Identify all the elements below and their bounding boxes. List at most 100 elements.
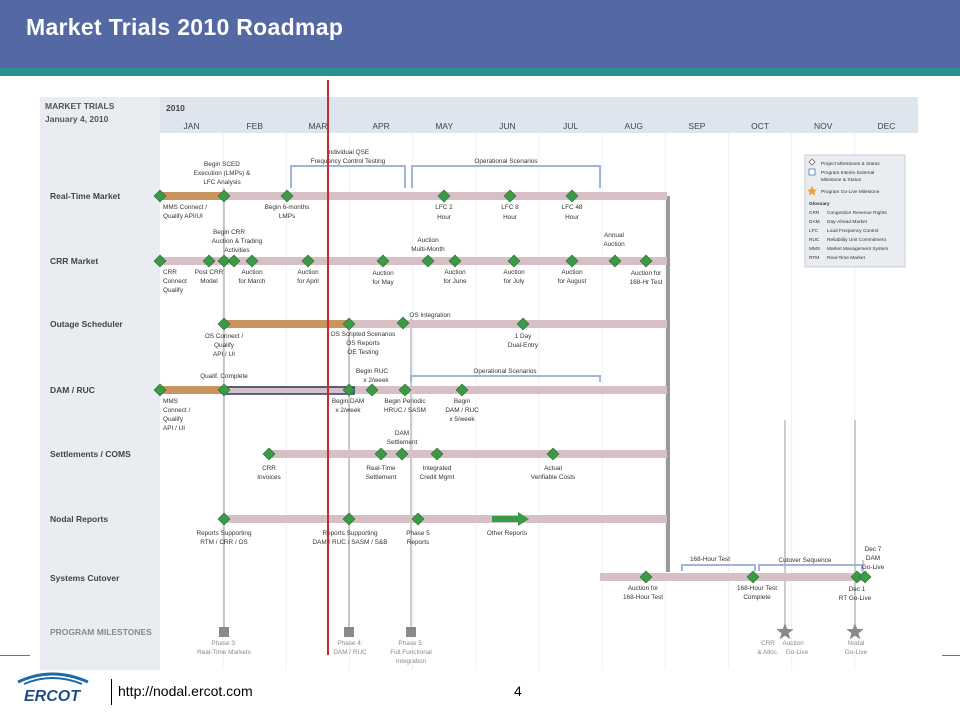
legend-text: Project Milestones & Status <box>821 161 880 167</box>
month-label-jul: JUL <box>563 121 578 131</box>
milestone-label: MMS Connect / <box>163 204 207 211</box>
milestone-diamond-icon <box>217 383 231 397</box>
timeline-bar <box>160 257 667 265</box>
milestone-label: Verifiable Costs <box>531 474 575 481</box>
milestone-label: Reports Supporting <box>322 530 378 537</box>
milestone-diamond-icon <box>342 383 356 397</box>
milestone-label: 168-Hour Test <box>690 556 730 563</box>
milestone-diamond-icon <box>503 189 517 203</box>
footer-rule-left <box>0 655 30 656</box>
milestone-label: Auction <box>561 269 583 276</box>
month-label-sep: SEP <box>688 121 705 131</box>
milestone-label: CRR <box>761 640 775 647</box>
milestone-label: Annual <box>604 232 624 239</box>
milestone-label: HRUC / SASM <box>384 407 426 414</box>
roadmap-panel <box>40 97 918 670</box>
glossary-abbr: DAM <box>809 219 820 225</box>
glossary-abbr: LFC <box>809 228 819 234</box>
milestone-diamond-icon <box>608 254 622 268</box>
milestone-diamond-icon <box>374 447 388 461</box>
month-label-feb: FEB <box>246 121 263 131</box>
milestone-label: Qualify <box>163 287 184 294</box>
milestone-label: RT Go-Live <box>839 595 872 602</box>
month-label-jun: JUN <box>499 121 516 131</box>
milestone-label: Hour <box>565 214 580 221</box>
month-label-apr: APR <box>372 121 389 131</box>
glossary-abbr: MMS <box>809 246 820 252</box>
milestone-label: DAM / RUC <box>445 407 479 414</box>
milestone-label: OE Testing <box>347 349 379 356</box>
milestone-label: for May <box>372 279 394 286</box>
row-label: Settlements / COMS <box>50 449 131 459</box>
milestone-label: Qualify <box>163 416 184 423</box>
glossary-term: Load Frequency Control <box>827 228 878 234</box>
month-label-oct: OCT <box>751 121 769 131</box>
milestone-label: Dec 7 <box>865 546 882 553</box>
glossary-abbr: CRR <box>809 210 820 216</box>
timeline-bar <box>224 515 667 523</box>
milestone-label: Individual QSE <box>327 149 369 156</box>
milestone-diamond-icon <box>395 447 409 461</box>
milestone-diamond-icon <box>516 317 530 331</box>
milestone-diamond-icon <box>507 254 521 268</box>
legend-text: Program Go-Live Milestone <box>821 189 880 195</box>
glossary-abbr: RUC <box>809 237 820 243</box>
milestone-label: Hour <box>503 214 518 221</box>
milestone-label: DAM / RUC <box>333 649 367 656</box>
timeline-bar <box>224 386 667 394</box>
milestone-diamond-icon <box>437 189 451 203</box>
roadmap-date: January 4, 2010 <box>45 114 109 124</box>
milestone-label: Connect <box>163 278 187 285</box>
milestone-label: LFC 8 <box>501 204 519 211</box>
footer-url-link[interactable]: http://nodal.ercot.com <box>118 683 253 699</box>
milestone-label: LMPs <box>279 213 295 220</box>
glossary-term: Congestion Revenue Rights <box>827 210 887 216</box>
row-label: PROGRAM MILESTONES <box>50 627 152 637</box>
month-label-dec: DEC <box>877 121 895 131</box>
glossary-term: Reliability Unit Commitment <box>827 237 887 243</box>
glossary-title: Glossary <box>809 201 830 207</box>
milestone-label: Qualify API/UI <box>163 213 203 220</box>
milestone-label: API / UI <box>163 425 185 432</box>
milestone-label: OS Connect / <box>205 333 244 340</box>
milestone-label: Other Reports <box>487 530 527 537</box>
milestone-label: x 2/week <box>335 407 361 414</box>
milestone-diamond-icon <box>639 570 653 584</box>
milestone-label: Go-Live <box>862 564 885 571</box>
milestone-label: DAM <box>395 430 409 437</box>
milestone-label: MMS <box>163 398 178 405</box>
milestone-label: 168-Hour Test <box>623 594 663 601</box>
milestone-label: Post CRR <box>195 269 224 276</box>
milestone-diamond-icon <box>153 254 167 268</box>
milestone-diamond-icon <box>217 317 231 331</box>
milestone-label: Dual-Entry <box>508 342 539 349</box>
legend-background <box>804 154 906 268</box>
glossary-term: Real-Time Market <box>827 255 866 261</box>
milestone-label: Phase 4: <box>337 640 362 647</box>
milestone-diamond-icon <box>153 383 167 397</box>
milestone-label: Reports Supporting <box>196 530 252 537</box>
milestone-label: Auction for <box>628 585 659 592</box>
milestone-label: Nodal <box>848 640 865 647</box>
legend-box <box>804 154 906 268</box>
milestone-label: 1 Day <box>515 333 532 340</box>
milestone-diamond-icon <box>858 570 872 584</box>
legend-text: Program Interim External <box>821 170 874 176</box>
program-go-live-star-icon <box>846 623 864 640</box>
milestone-label: Connect / <box>163 407 191 414</box>
milestone-label: Auction <box>503 269 525 276</box>
glossary-abbr: RTM <box>809 255 819 261</box>
milestone-label: for July <box>504 278 525 285</box>
milestone-label: Full Functional <box>390 649 432 656</box>
timeline-bar <box>160 386 224 394</box>
milestone-label: Auction for <box>631 270 662 277</box>
milestone-label: Real-Time <box>366 465 396 472</box>
milestone-diamond-icon <box>396 316 410 330</box>
milestone-label: CRR <box>163 269 177 276</box>
milestone-label: for March <box>239 278 266 285</box>
milestone-label: Actual <box>544 465 562 472</box>
cutover-sequence-bracket <box>758 564 863 571</box>
header-accent-band <box>0 68 960 76</box>
month-label-aug: AUG <box>625 121 643 131</box>
milestone-label: Begin Periodic <box>384 398 426 405</box>
